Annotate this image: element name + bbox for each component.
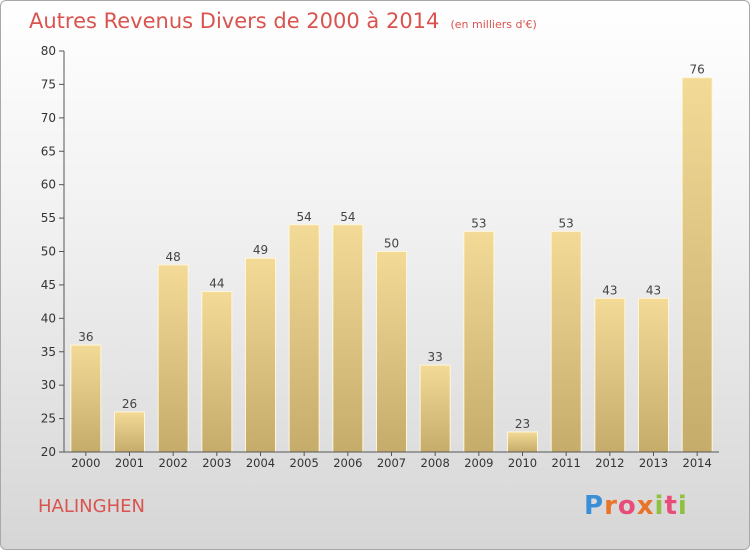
y-tick-label: 75 [41, 77, 56, 91]
y-tick-label: 45 [41, 278, 56, 292]
data-label: 43 [646, 283, 661, 297]
x-tick-label: 2003 [202, 456, 231, 470]
x-tick-label: 2009 [464, 456, 493, 470]
y-tick-label: 65 [41, 144, 56, 158]
data-label: 44 [209, 277, 224, 291]
bar [419, 364, 451, 453]
y-tick-label: 30 [41, 378, 56, 392]
chart-subtitle: (en milliers d'€) [450, 18, 537, 31]
bar [594, 297, 626, 453]
y-tick-label: 70 [41, 111, 56, 125]
x-tick-label: 2008 [421, 456, 450, 470]
x-tick-label: 2007 [377, 456, 406, 470]
x-tick-label: 2001 [115, 456, 144, 470]
data-label: 76 [690, 63, 705, 77]
proxiti-logo: Proxiti [584, 491, 688, 521]
commune-name: HALINGHEN [38, 496, 145, 517]
x-tick-label: 2014 [683, 456, 712, 470]
y-axis: 20 25 30 35 40 45 50 55 60 65 70 75 80 [41, 44, 65, 459]
x-tick-label: 2006 [333, 456, 362, 470]
data-label: 36 [78, 330, 93, 344]
x-axis: 2000 2001 2002 2003 2004 2005 2006 2007 2008 2009… [64, 451, 719, 470]
x-tick-label: 2013 [639, 456, 668, 470]
y-tick-label: 80 [41, 44, 56, 58]
y-tick-label: 40 [41, 311, 56, 325]
x-tick-label: 2000 [71, 456, 100, 470]
bar [463, 230, 495, 453]
bar [288, 224, 320, 453]
bars: 36 26 48 44 49 54 54 50 33 53 23 53 43 43 76 [70, 63, 713, 453]
data-label: 23 [515, 417, 530, 431]
x-tick-label: 2004 [246, 456, 275, 470]
title-row: Autres Revenus Divers de 2000 à 2014 (en… [29, 9, 537, 33]
chart-title: Autres Revenus Divers de 2000 à 2014 [29, 9, 440, 33]
x-tick-label: 2005 [290, 456, 319, 470]
bar [157, 264, 189, 453]
data-label: 54 [297, 210, 312, 224]
bar [201, 291, 233, 453]
bar [681, 77, 713, 453]
x-tick-label: 2011 [552, 456, 581, 470]
bar [376, 251, 407, 453]
data-label: 54 [340, 210, 355, 224]
y-tick-label: 25 [41, 412, 56, 426]
x-tick-label: 2002 [159, 456, 188, 470]
y-tick-label: 50 [41, 245, 56, 259]
y-tick-label: 55 [41, 211, 56, 225]
data-label: 43 [602, 283, 617, 297]
data-label: 33 [428, 350, 443, 364]
bar [638, 297, 669, 453]
data-label: 53 [559, 216, 574, 230]
y-tick-label: 20 [41, 445, 56, 459]
bar [332, 224, 364, 453]
data-label: 50 [384, 237, 399, 251]
bar [245, 257, 276, 453]
bar [507, 431, 538, 453]
y-tick-label: 60 [41, 178, 56, 192]
bar [114, 411, 145, 453]
bar [70, 344, 102, 453]
x-tick-label: 2010 [508, 456, 537, 470]
data-label: 26 [122, 397, 137, 411]
data-label: 53 [471, 216, 486, 230]
x-tick-label: 2012 [595, 456, 624, 470]
data-label: 49 [253, 243, 268, 257]
data-label: 48 [166, 250, 181, 264]
bar [550, 230, 582, 453]
y-tick-label: 35 [41, 345, 56, 359]
